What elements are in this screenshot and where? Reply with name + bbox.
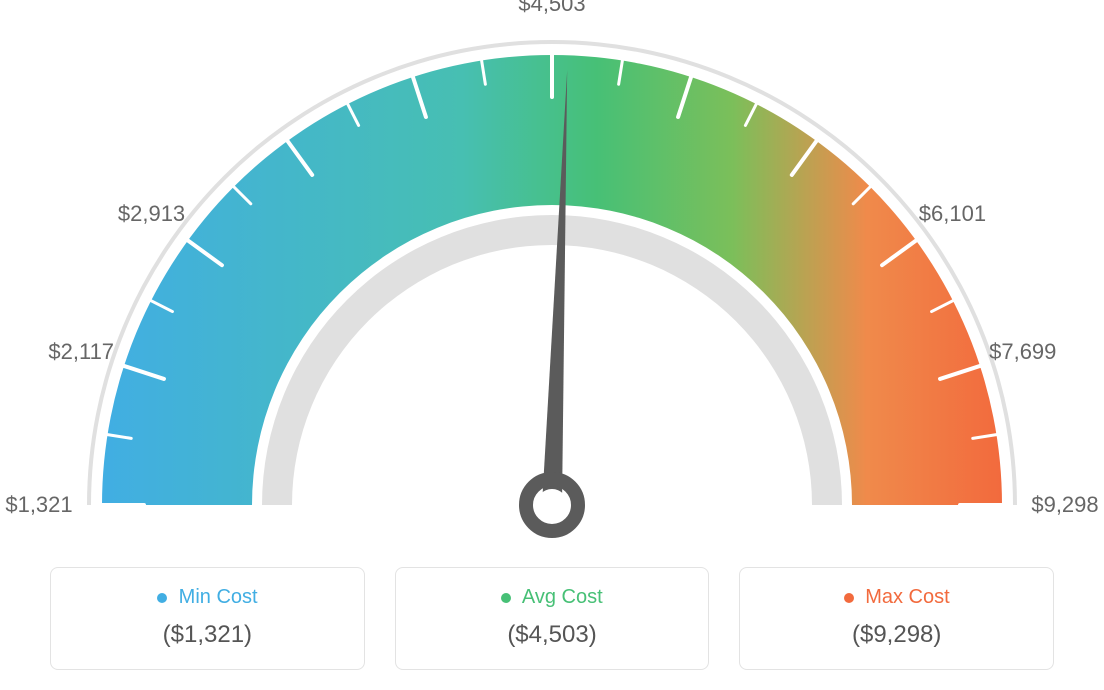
gauge-chart-container: $1,321 $2,117 $2,913 $4,503 $6,101 $7,699 $9,2… <box>0 0 1104 690</box>
max-cost-label-row: Max Cost <box>750 586 1043 609</box>
max-dot-icon <box>844 593 854 603</box>
max-cost-card: Max Cost ($9,298) <box>739 567 1054 670</box>
min-cost-value: ($1,321) <box>61 621 354 649</box>
min-cost-card: Min Cost ($1,321) <box>50 567 365 670</box>
gauge-area: $1,321 $2,117 $2,913 $4,503 $6,101 $7,699 $9,2… <box>0 0 1104 540</box>
min-cost-label-row: Min Cost <box>61 586 354 609</box>
summary-cards: Min Cost ($1,321) Avg Cost ($4,503) Max … <box>50 567 1054 670</box>
gauge-tick-label: $7,699 <box>989 339 1056 365</box>
avg-cost-label: Avg Cost <box>522 586 603 608</box>
gauge-svg <box>0 0 1104 540</box>
max-cost-label: Max Cost <box>865 586 949 608</box>
gauge-tick-label: $1,321 <box>5 492 72 518</box>
max-cost-value: ($9,298) <box>750 621 1043 649</box>
gauge-tick-label: $2,913 <box>118 201 185 227</box>
min-dot-icon <box>157 593 167 603</box>
gauge-tick-label: $9,298 <box>1031 492 1098 518</box>
avg-cost-value: ($4,503) <box>406 621 699 649</box>
min-cost-label: Min Cost <box>179 586 258 608</box>
gauge-tick-label: $6,101 <box>919 201 986 227</box>
avg-cost-card: Avg Cost ($4,503) <box>395 567 710 670</box>
avg-dot-icon <box>501 593 511 603</box>
avg-cost-label-row: Avg Cost <box>406 586 699 609</box>
gauge-tick-label: $2,117 <box>48 339 114 365</box>
gauge-tick-label: $4,503 <box>518 0 585 17</box>
